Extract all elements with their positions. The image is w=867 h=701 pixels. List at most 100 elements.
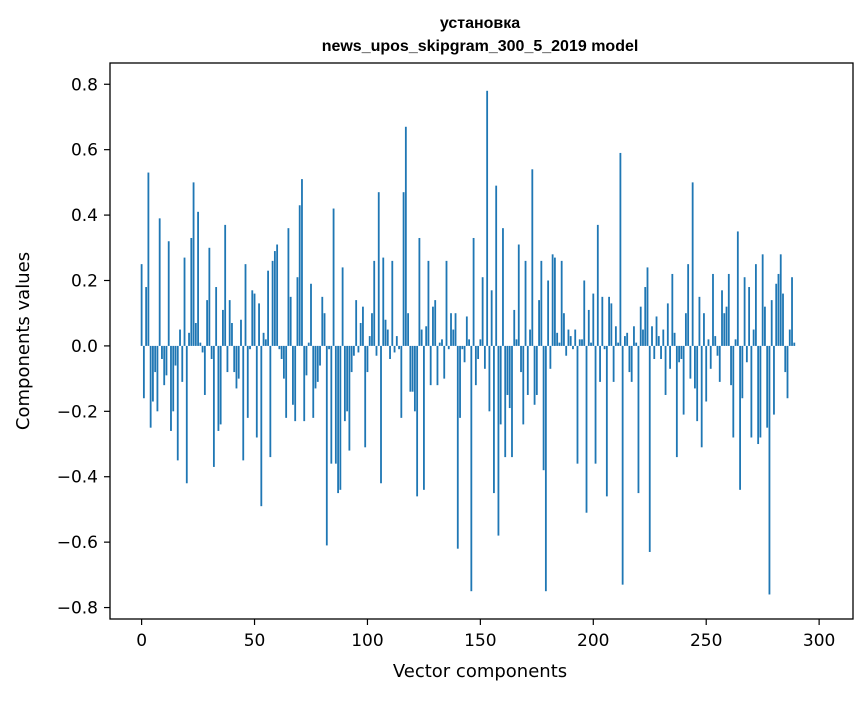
- bar: [624, 336, 626, 346]
- bar: [678, 345, 681, 363]
- bar: [574, 329, 577, 346]
- chart-title-line1: установка: [440, 15, 520, 32]
- x-tick-label: 0: [136, 631, 147, 651]
- bar: [637, 345, 640, 494]
- bar: [334, 345, 337, 464]
- y-tick-label: 0.0: [71, 337, 98, 357]
- bar: [190, 237, 193, 346]
- bar: [407, 313, 410, 346]
- bar: [542, 345, 545, 471]
- bar: [788, 329, 791, 346]
- bar: [240, 319, 242, 346]
- bar: [705, 345, 708, 402]
- bar: [474, 345, 477, 386]
- bar: [639, 306, 642, 346]
- bar: [766, 345, 769, 428]
- bar: [337, 345, 339, 494]
- bar: [409, 345, 412, 392]
- bar: [199, 342, 202, 346]
- bar: [219, 345, 222, 425]
- bar: [515, 339, 518, 346]
- bar: [723, 313, 726, 346]
- bar: [540, 260, 543, 346]
- bar: [470, 345, 473, 592]
- bar: [330, 345, 333, 464]
- bar: [267, 270, 269, 346]
- bar: [350, 345, 353, 373]
- bar: [648, 345, 651, 552]
- bar: [703, 313, 705, 346]
- bar: [165, 345, 168, 376]
- bar: [339, 345, 342, 490]
- y-tick-label: 0.2: [71, 271, 98, 291]
- bar: [332, 208, 335, 346]
- bar: [228, 300, 231, 346]
- bar: [770, 300, 773, 346]
- bar: [590, 342, 592, 346]
- bar: [264, 339, 267, 346]
- bar: [368, 336, 371, 346]
- y-tick-label: 0.4: [71, 206, 98, 226]
- bar: [158, 218, 161, 346]
- bar: [278, 345, 281, 350]
- bar: [531, 169, 534, 346]
- bar: [269, 345, 272, 458]
- x-axis-ticks: 0 50 100 150 200 250 300: [136, 619, 835, 651]
- bar: [147, 172, 150, 346]
- y-tick-label: −0.6: [57, 533, 98, 553]
- bar: [732, 345, 735, 438]
- bar: [285, 345, 288, 418]
- bar: [628, 345, 631, 373]
- bar: [373, 260, 376, 346]
- bar: [497, 345, 500, 536]
- bar: [348, 345, 351, 451]
- bar: [651, 326, 653, 346]
- y-tick-label: −0.4: [57, 468, 98, 488]
- bar: [398, 345, 400, 350]
- bar: [459, 345, 461, 418]
- bar: [192, 182, 195, 346]
- bar: [319, 345, 321, 366]
- bar: [736, 231, 739, 346]
- bar: [553, 257, 556, 346]
- y-tick-label: −0.2: [57, 402, 98, 422]
- bar: [341, 267, 344, 346]
- bar: [481, 277, 484, 346]
- bar: [495, 185, 498, 346]
- bar: [296, 277, 299, 346]
- bar: [287, 228, 290, 346]
- bar: [745, 345, 748, 363]
- bar: [633, 326, 635, 346]
- bar: [170, 345, 172, 431]
- bar: [384, 319, 387, 346]
- bar: [301, 179, 303, 346]
- bar: [716, 345, 719, 356]
- x-tick-label: 100: [351, 631, 383, 651]
- axes-frame: [109, 62, 854, 620]
- bar: [203, 345, 206, 395]
- bar: [748, 287, 751, 346]
- bar: [386, 329, 389, 346]
- bar: [759, 345, 762, 438]
- bar: [411, 345, 414, 392]
- bar: [483, 345, 486, 369]
- bar: [698, 296, 701, 346]
- bar: [389, 345, 391, 359]
- bar: [380, 345, 382, 484]
- bar: [608, 296, 610, 346]
- bar: [454, 313, 457, 346]
- bar: [312, 345, 315, 418]
- bar: [382, 257, 385, 346]
- bar: [215, 287, 218, 346]
- y-tick-label: 0.6: [71, 141, 98, 161]
- bar: [249, 345, 251, 350]
- bar: [560, 260, 563, 346]
- bar: [246, 345, 249, 418]
- bar: [493, 345, 495, 494]
- bar: [635, 342, 638, 346]
- bar: [544, 345, 547, 592]
- bar: [782, 293, 784, 346]
- bar: [696, 345, 699, 422]
- bar: [314, 345, 317, 389]
